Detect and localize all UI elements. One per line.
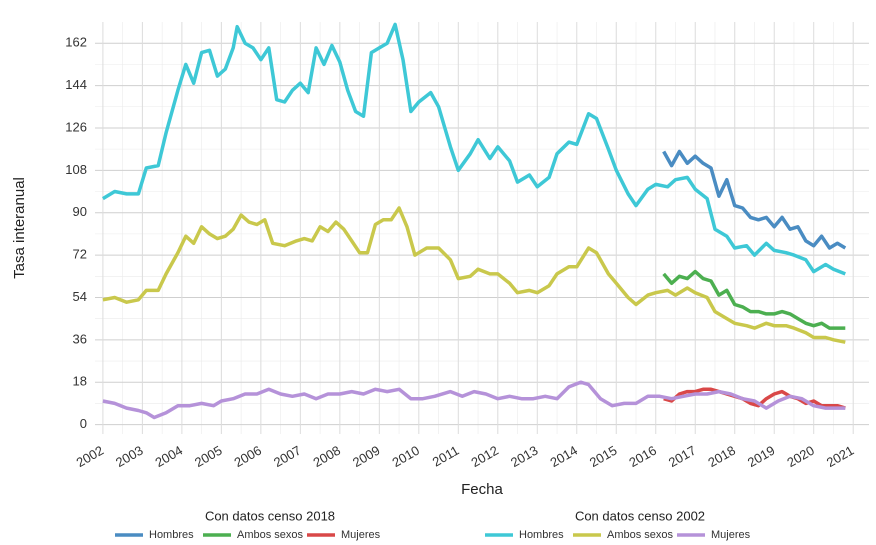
line bbox=[662, 269, 846, 330]
x-tick-label: 2019 bbox=[745, 443, 778, 470]
legend-label: Mujeres bbox=[341, 529, 381, 541]
x-tick-label: 2006 bbox=[232, 443, 265, 470]
y-tick-label: 36 bbox=[73, 331, 87, 346]
x-tick-label: 2017 bbox=[666, 443, 699, 470]
x-tick-label: 2018 bbox=[705, 443, 738, 470]
legend-label: Ambos sexos bbox=[607, 529, 674, 541]
legend-label: Ambos sexos bbox=[237, 529, 304, 541]
y-tick-label: 126 bbox=[65, 119, 87, 134]
x-tick-label: 2009 bbox=[350, 443, 383, 470]
x-tick-label: 2002 bbox=[74, 443, 107, 470]
line bbox=[662, 149, 847, 250]
x-tick-label: 2011 bbox=[430, 443, 462, 470]
x-tick-label: 2016 bbox=[626, 443, 659, 470]
y-tick-label: 0 bbox=[80, 416, 87, 431]
x-tick-label: 2013 bbox=[508, 443, 541, 470]
x-tick-label: 2003 bbox=[113, 443, 146, 470]
y-tick-label: 144 bbox=[65, 77, 87, 92]
legend-label: Mujeres bbox=[711, 529, 751, 541]
y-axis-title: Tasa interanual bbox=[11, 177, 28, 279]
line bbox=[102, 206, 846, 344]
y-tick-label: 72 bbox=[73, 247, 87, 262]
y-tick-label: 54 bbox=[73, 289, 87, 304]
line bbox=[663, 387, 846, 410]
x-tick-label: 2012 bbox=[468, 443, 501, 470]
x-tick-label: 2014 bbox=[547, 443, 580, 470]
y-tick-label: 90 bbox=[73, 204, 87, 219]
y-tick-label: 162 bbox=[65, 35, 87, 50]
y-tick-label: 18 bbox=[73, 374, 87, 389]
legend-label: Hombres bbox=[519, 529, 564, 541]
x-axis-title: Fecha bbox=[461, 481, 503, 498]
x-tick-label: 2007 bbox=[271, 443, 304, 470]
legend-title: Con datos censo 2002 bbox=[575, 508, 705, 523]
y-tick-label: 108 bbox=[65, 162, 87, 177]
x-tick-label: 2021 bbox=[824, 443, 857, 470]
x-tick-label: 2005 bbox=[192, 443, 225, 470]
x-tick-label: 2020 bbox=[784, 443, 817, 470]
legend-title: Con datos censo 2018 bbox=[205, 508, 335, 523]
x-tick-label: 2015 bbox=[587, 443, 620, 470]
legend-label: Hombres bbox=[149, 529, 194, 541]
x-tick-label: 2008 bbox=[311, 443, 344, 470]
x-tick-label: 2010 bbox=[389, 443, 422, 470]
x-tick-label: 2004 bbox=[153, 443, 186, 470]
line bbox=[102, 380, 846, 420]
line bbox=[101, 22, 846, 276]
